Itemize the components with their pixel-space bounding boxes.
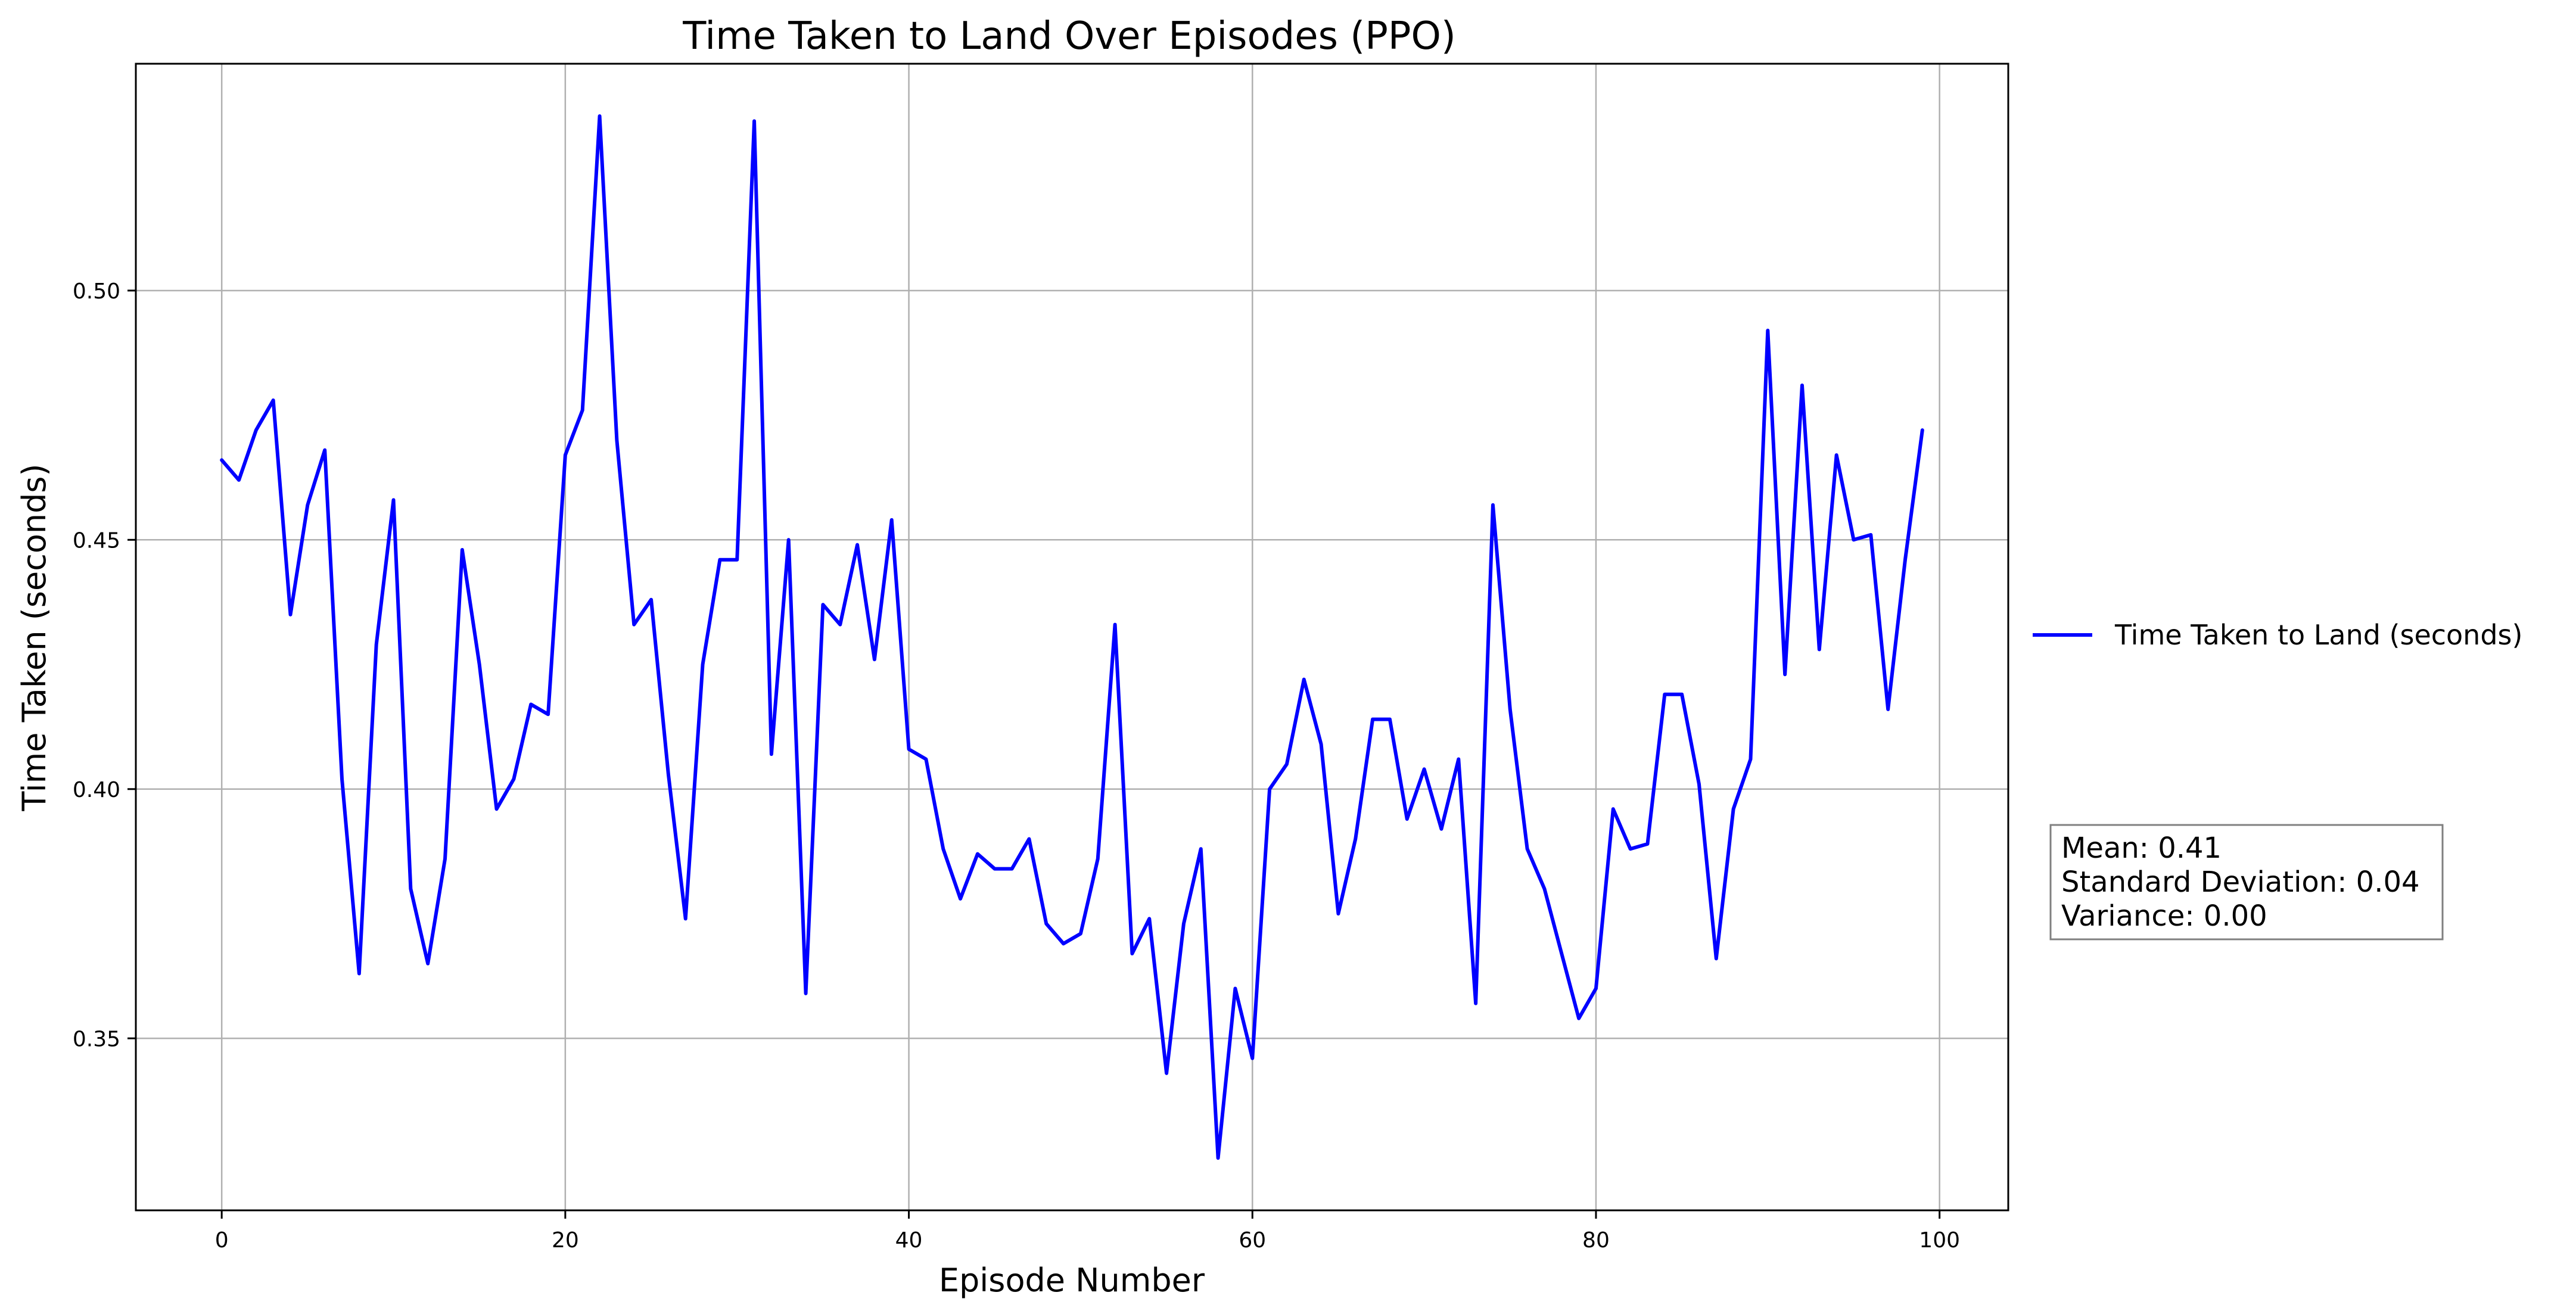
chart-title: Time Taken to Land Over Episodes (PPO) — [682, 14, 1456, 58]
gridlines — [136, 64, 2008, 1210]
stats-std: Standard Deviation: 0.04 — [2061, 865, 2420, 899]
x-tick-label: 0 — [215, 1228, 229, 1253]
x-tick-label: 80 — [1582, 1228, 1610, 1253]
y-axis-label: Time Taken (seconds) — [15, 463, 53, 811]
x-axis-ticks: 0 20 40 60 80 100 — [215, 1210, 1960, 1253]
stats-mean: Mean: 0.41 — [2061, 832, 2222, 865]
y-tick-label: 0.40 — [73, 778, 120, 802]
y-tick-label: 0.50 — [73, 279, 120, 304]
x-tick-label: 40 — [895, 1228, 923, 1253]
stats-box — [2049, 824, 2444, 941]
x-axis-label: Episode Number — [939, 1262, 1205, 1299]
stats-annotation: Mean: 0.41 Standard Deviation: 0.04 Vari… — [2049, 824, 2444, 941]
legend: Time Taken to Land (seconds) — [2033, 619, 2522, 651]
y-tick-label: 0.45 — [73, 528, 120, 553]
legend-label: Time Taken to Land (seconds) — [2114, 619, 2522, 651]
plot-frame — [135, 63, 2009, 1212]
x-tick-label: 60 — [1239, 1228, 1266, 1253]
y-axis-ticks: 0.35 0.40 0.45 0.50 — [73, 279, 136, 1051]
x-tick-label: 100 — [1919, 1228, 1960, 1253]
y-tick-label: 0.35 — [73, 1027, 120, 1051]
stats-variance: Variance: 0.00 — [2061, 899, 2267, 933]
x-tick-label: 20 — [552, 1228, 579, 1253]
series-line — [220, 114, 1924, 1160]
